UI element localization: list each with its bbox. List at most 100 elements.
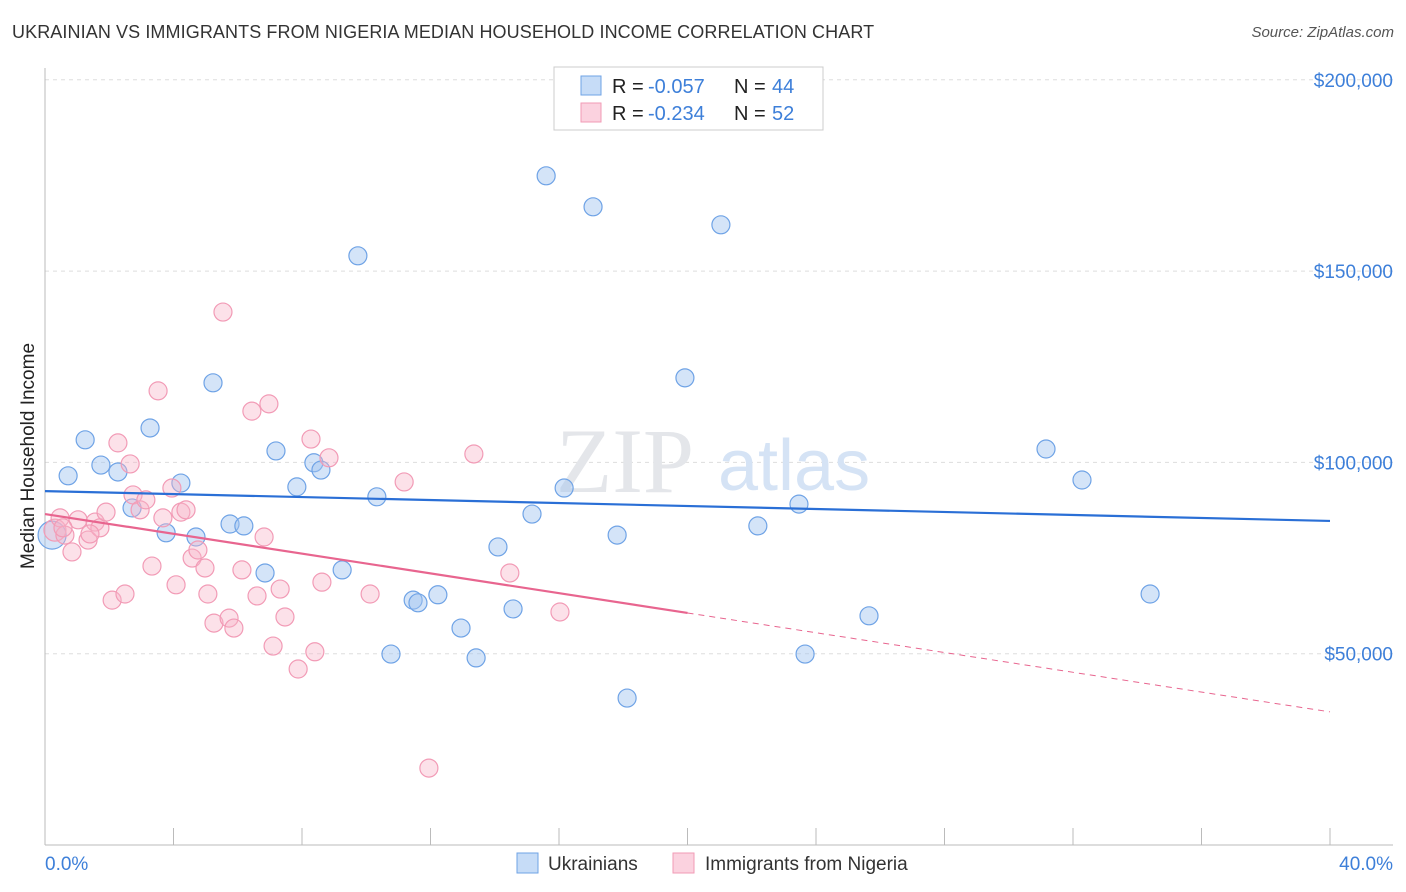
legend-r-value: -0.234 — [648, 103, 705, 125]
point-ukrainians — [795, 644, 815, 664]
legend-n-value: 44 — [772, 76, 794, 98]
legend-n-label: N = — [734, 103, 766, 125]
legend-r-value: -0.057 — [648, 76, 705, 98]
point-nigeria — [305, 642, 325, 662]
legend-swatch-nigeria — [580, 102, 602, 123]
point-ukrainians — [255, 563, 275, 583]
point-ukrainians — [203, 373, 223, 393]
point-ukrainians — [171, 473, 191, 493]
watermark-zip: ZIP — [556, 410, 694, 512]
point-nigeria — [176, 500, 196, 520]
point-nigeria — [319, 448, 339, 468]
point-ukrainians — [1036, 439, 1056, 459]
x-ticks — [173, 828, 1331, 845]
point-nigeria — [464, 444, 484, 464]
y-tick-label: $200,000 — [1314, 71, 1393, 92]
point-ukrainians — [675, 368, 695, 388]
point-nigeria — [242, 401, 262, 421]
y-tick-label: $150,000 — [1314, 262, 1393, 283]
point-nigeria — [136, 490, 156, 510]
point-ukrainians — [348, 246, 368, 266]
trend-line-nigeria-extrapolated — [687, 612, 1331, 713]
point-nigeria — [301, 429, 321, 449]
point-ukrainians — [466, 648, 486, 668]
legend-r-label: R = — [612, 76, 644, 98]
bottom-legend: Ukrainians Immigrants from Nigeria — [516, 852, 908, 875]
trend-lines — [44, 489, 1331, 713]
point-ukrainians — [583, 197, 603, 217]
point-nigeria — [288, 659, 308, 679]
point-ukrainians — [367, 487, 387, 507]
point-nigeria — [108, 433, 128, 453]
point-nigeria — [263, 636, 283, 656]
point-nigeria — [224, 618, 244, 638]
point-nigeria — [394, 472, 414, 492]
point-ukrainians — [91, 455, 111, 475]
legend-r-label: R = — [612, 103, 644, 125]
point-nigeria — [360, 584, 380, 604]
point-ukrainians — [381, 644, 401, 664]
trend-line-ukrainians — [44, 489, 1331, 523]
point-nigeria — [259, 394, 279, 414]
point-nigeria — [162, 478, 182, 498]
point-nigeria — [500, 563, 520, 583]
point-nigeria — [96, 502, 116, 522]
point-nigeria — [130, 500, 150, 520]
point-nigeria — [55, 525, 75, 545]
point-nigeria — [43, 518, 67, 542]
point-nigeria — [115, 584, 135, 604]
point-ukrainians — [75, 430, 95, 450]
point-ukrainians — [58, 466, 78, 486]
point-nigeria — [270, 579, 290, 599]
point-ukrainians — [789, 494, 809, 514]
point-ukrainians — [428, 585, 448, 605]
point-nigeria — [232, 560, 252, 580]
point-ukrainians — [748, 516, 768, 536]
bottom-legend-swatch-nigeria — [672, 852, 695, 874]
points — [37, 166, 1160, 778]
point-ukrainians — [140, 418, 160, 438]
point-ukrainians — [220, 514, 240, 534]
point-nigeria — [213, 302, 233, 322]
point-ukrainians — [1072, 470, 1092, 490]
gridlines — [45, 79, 1393, 655]
point-nigeria — [254, 527, 274, 547]
chart-title: UKRAINIAN VS IMMIGRANTS FROM NIGERIA MED… — [12, 22, 875, 42]
point-ukrainians — [711, 215, 731, 235]
point-ukrainians — [1140, 584, 1160, 604]
x-tick-label-max: 40.0% — [1339, 854, 1393, 875]
legend: R = -0.057 N = 44 R = -0.234 N = 52 — [553, 66, 824, 131]
trend-line-nigeria — [44, 512, 688, 615]
y-tick-labels: $50,000 $100,000 $150,000 $200,000 — [1314, 71, 1393, 666]
bottom-legend-nigeria: Immigrants from Nigeria — [705, 854, 908, 875]
point-ukrainians — [332, 560, 352, 580]
point-ukrainians — [266, 441, 286, 461]
point-ukrainians — [522, 504, 542, 524]
point-nigeria — [195, 558, 215, 578]
legend-swatch-ukrainians — [580, 75, 602, 96]
bottom-legend-swatch-ukrainians — [516, 852, 539, 874]
point-nigeria — [275, 607, 295, 627]
point-nigeria — [204, 613, 224, 633]
point-nigeria — [80, 524, 100, 544]
point-ukrainians — [617, 688, 637, 708]
y-axis-label: Median Household Income — [18, 343, 39, 569]
point-nigeria — [188, 540, 208, 560]
point-ukrainians — [554, 478, 574, 498]
source-label: Source: ZipAtlas.com — [1251, 24, 1394, 41]
point-nigeria — [419, 758, 439, 778]
point-ukrainians — [304, 453, 324, 473]
point-nigeria — [153, 508, 173, 528]
watermark-atlas: atlas — [718, 426, 870, 506]
x-tick-label-min: 0.0% — [45, 854, 88, 875]
point-ukrainians — [503, 599, 523, 619]
point-nigeria — [120, 454, 140, 474]
y-tick-label: $100,000 — [1314, 453, 1393, 474]
point-ukrainians — [451, 618, 471, 638]
point-nigeria — [312, 572, 332, 592]
point-nigeria — [247, 586, 267, 606]
point-ukrainians — [408, 593, 428, 613]
point-ukrainians — [488, 537, 508, 557]
legend-n-value: 52 — [772, 103, 794, 125]
point-nigeria — [148, 381, 168, 401]
